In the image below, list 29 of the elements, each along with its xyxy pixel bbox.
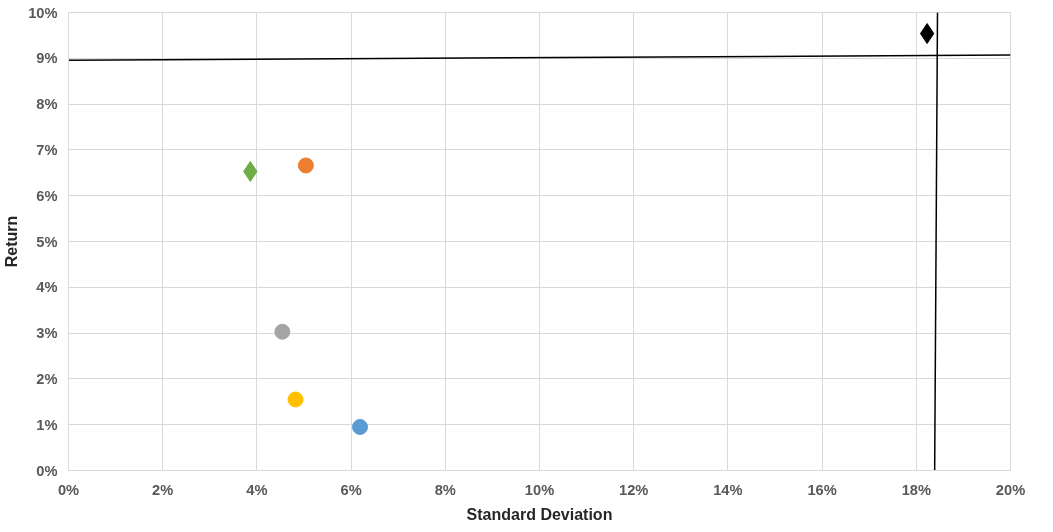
point [287,391,304,408]
x-tick-label: 8% [434,481,456,498]
point [919,23,935,45]
point [297,157,314,174]
y-tick-label: 10% [28,4,58,21]
x-tick-label: 6% [340,481,362,498]
point [274,323,291,340]
x-tick-label: 16% [807,481,837,498]
x-tick-label: 20% [995,481,1026,498]
x-tick-label: 0% [57,481,80,498]
y-tick-label: 3% [36,325,58,342]
y-tick-label: 9% [36,50,58,67]
x-tick-label: 10% [524,481,555,498]
y-tick-label: 0% [36,462,58,479]
x-tick-label: 2% [152,481,174,498]
x-tick-label: 14% [713,481,743,498]
y-tick-label: 2% [36,370,58,387]
x-tick-label: 4% [246,481,268,498]
x-axis-title: Standard Deviation [466,505,613,523]
y-tick-label: 8% [36,96,58,113]
y-tick-label: 5% [36,233,58,250]
y-tick-label: 7% [36,141,58,158]
x-tick-label: 12% [619,481,649,498]
x-tick-label: 18% [901,481,931,498]
y-axis-title: Return [3,215,21,268]
y-tick-label: 1% [36,416,58,433]
y-tick-label: 4% [36,279,58,296]
point [352,419,369,435]
y-tick-label: 6% [36,187,58,204]
